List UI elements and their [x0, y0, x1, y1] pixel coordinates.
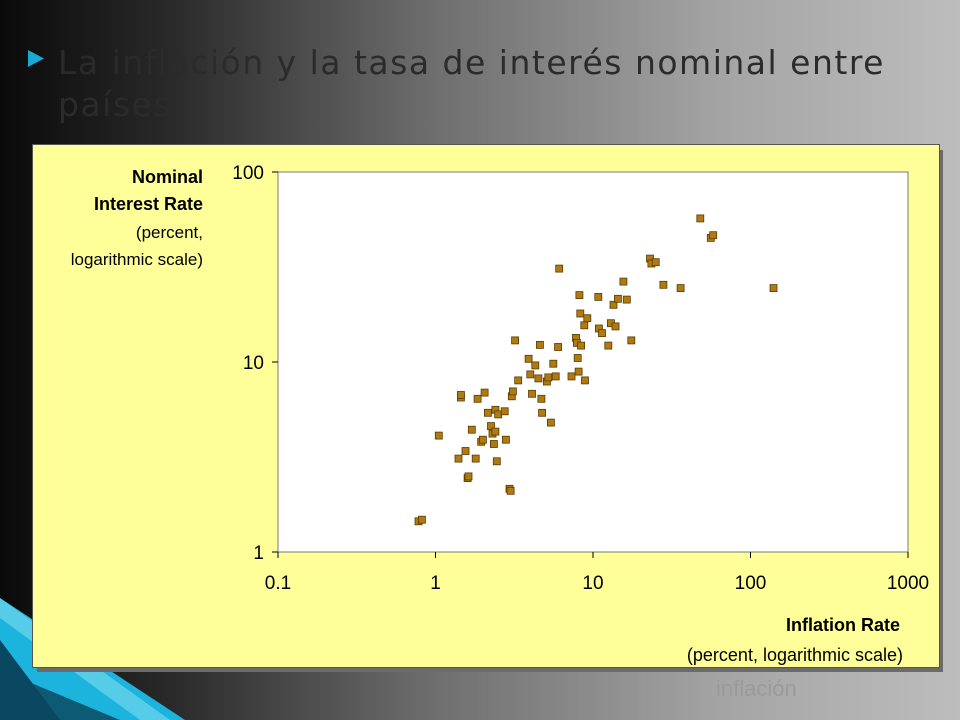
- x-axis-label: Inflation Rate: [786, 615, 900, 635]
- data-point: [417, 515, 426, 524]
- x-tick-label: 1: [430, 573, 441, 594]
- y-tick-label: 1: [253, 543, 264, 564]
- data-point: [676, 284, 685, 293]
- data-point: [619, 277, 628, 286]
- data-point: [537, 394, 546, 403]
- data-point: [538, 408, 547, 417]
- data-point: [651, 258, 660, 267]
- chart-panel: 1 10 100 0.1 1 10 100 1000 Nominal Interest Ra…: [32, 144, 940, 668]
- data-point: [575, 291, 584, 300]
- data-point: [531, 361, 540, 370]
- y-tick-label: 100: [232, 163, 264, 184]
- data-point: [534, 374, 543, 383]
- bullet-marker-icon: [28, 50, 44, 67]
- x-axis-sublabel: (percent, logarithmic scale): [687, 645, 903, 665]
- x-tick-label: 10: [582, 573, 603, 594]
- data-point: [611, 322, 620, 331]
- footer-text: inflación: [716, 676, 797, 701]
- data-point: [494, 410, 503, 419]
- data-point: [555, 264, 564, 273]
- data-point: [492, 457, 501, 466]
- data-point: [487, 422, 495, 431]
- data-point: [547, 418, 555, 427]
- data-point: [480, 388, 489, 397]
- data-point: [524, 354, 533, 363]
- data-point: [483, 408, 492, 417]
- data-point: [594, 292, 603, 301]
- data-point: [508, 387, 517, 396]
- data-point: [514, 376, 523, 385]
- data-point: [501, 435, 510, 444]
- data-point: [526, 370, 535, 379]
- data-point: [574, 367, 583, 376]
- data-point: [473, 394, 482, 403]
- data-point: [576, 309, 585, 318]
- data-point: [567, 372, 576, 381]
- data-point: [696, 214, 705, 223]
- data-point: [580, 321, 589, 330]
- data-point: [769, 284, 778, 293]
- data-point: [535, 340, 544, 349]
- data-point: [581, 376, 589, 385]
- data-point: [461, 447, 470, 455]
- slide-title: La inflación y la tasa de interés nomina…: [58, 43, 885, 124]
- plot-area: [277, 171, 909, 553]
- x-tick-label: 0.1: [265, 573, 291, 594]
- y-axis-sublabel-line-2: logarithmic scale): [71, 250, 203, 269]
- data-point: [511, 336, 520, 345]
- data-point: [491, 427, 500, 436]
- y-tick-label: 10: [243, 353, 264, 374]
- data-point: [456, 391, 465, 399]
- data-point: [500, 407, 509, 416]
- data-point: [598, 329, 606, 338]
- data-point: [471, 454, 480, 463]
- x-tick-label: 100: [735, 573, 767, 594]
- data-point: [551, 372, 560, 381]
- data-point: [478, 435, 487, 444]
- data-point: [622, 295, 631, 304]
- data-point: [506, 486, 515, 495]
- data-point: [554, 343, 562, 351]
- data-point: [659, 280, 668, 289]
- data-point: [544, 373, 553, 382]
- data-point: [467, 425, 476, 434]
- x-tick-label: 1000: [887, 573, 929, 594]
- data-point: [489, 440, 498, 448]
- data-point: [709, 231, 718, 240]
- data-point: [434, 431, 443, 440]
- data-point: [528, 389, 536, 398]
- y-axis-sublabel-line-1: (percent,: [136, 223, 203, 242]
- data-point: [454, 454, 463, 463]
- data-point: [604, 341, 613, 350]
- y-axis-label-line-1: Nominal: [132, 167, 203, 187]
- data-point: [627, 336, 636, 345]
- data-point: [573, 354, 582, 362]
- data-point: [614, 294, 622, 303]
- data-point: [549, 359, 558, 368]
- data-point: [464, 472, 473, 481]
- data-point: [583, 314, 592, 323]
- y-axis-label-line-2: Interest Rate: [94, 194, 203, 214]
- data-point: [577, 341, 585, 350]
- data-point: [609, 300, 618, 309]
